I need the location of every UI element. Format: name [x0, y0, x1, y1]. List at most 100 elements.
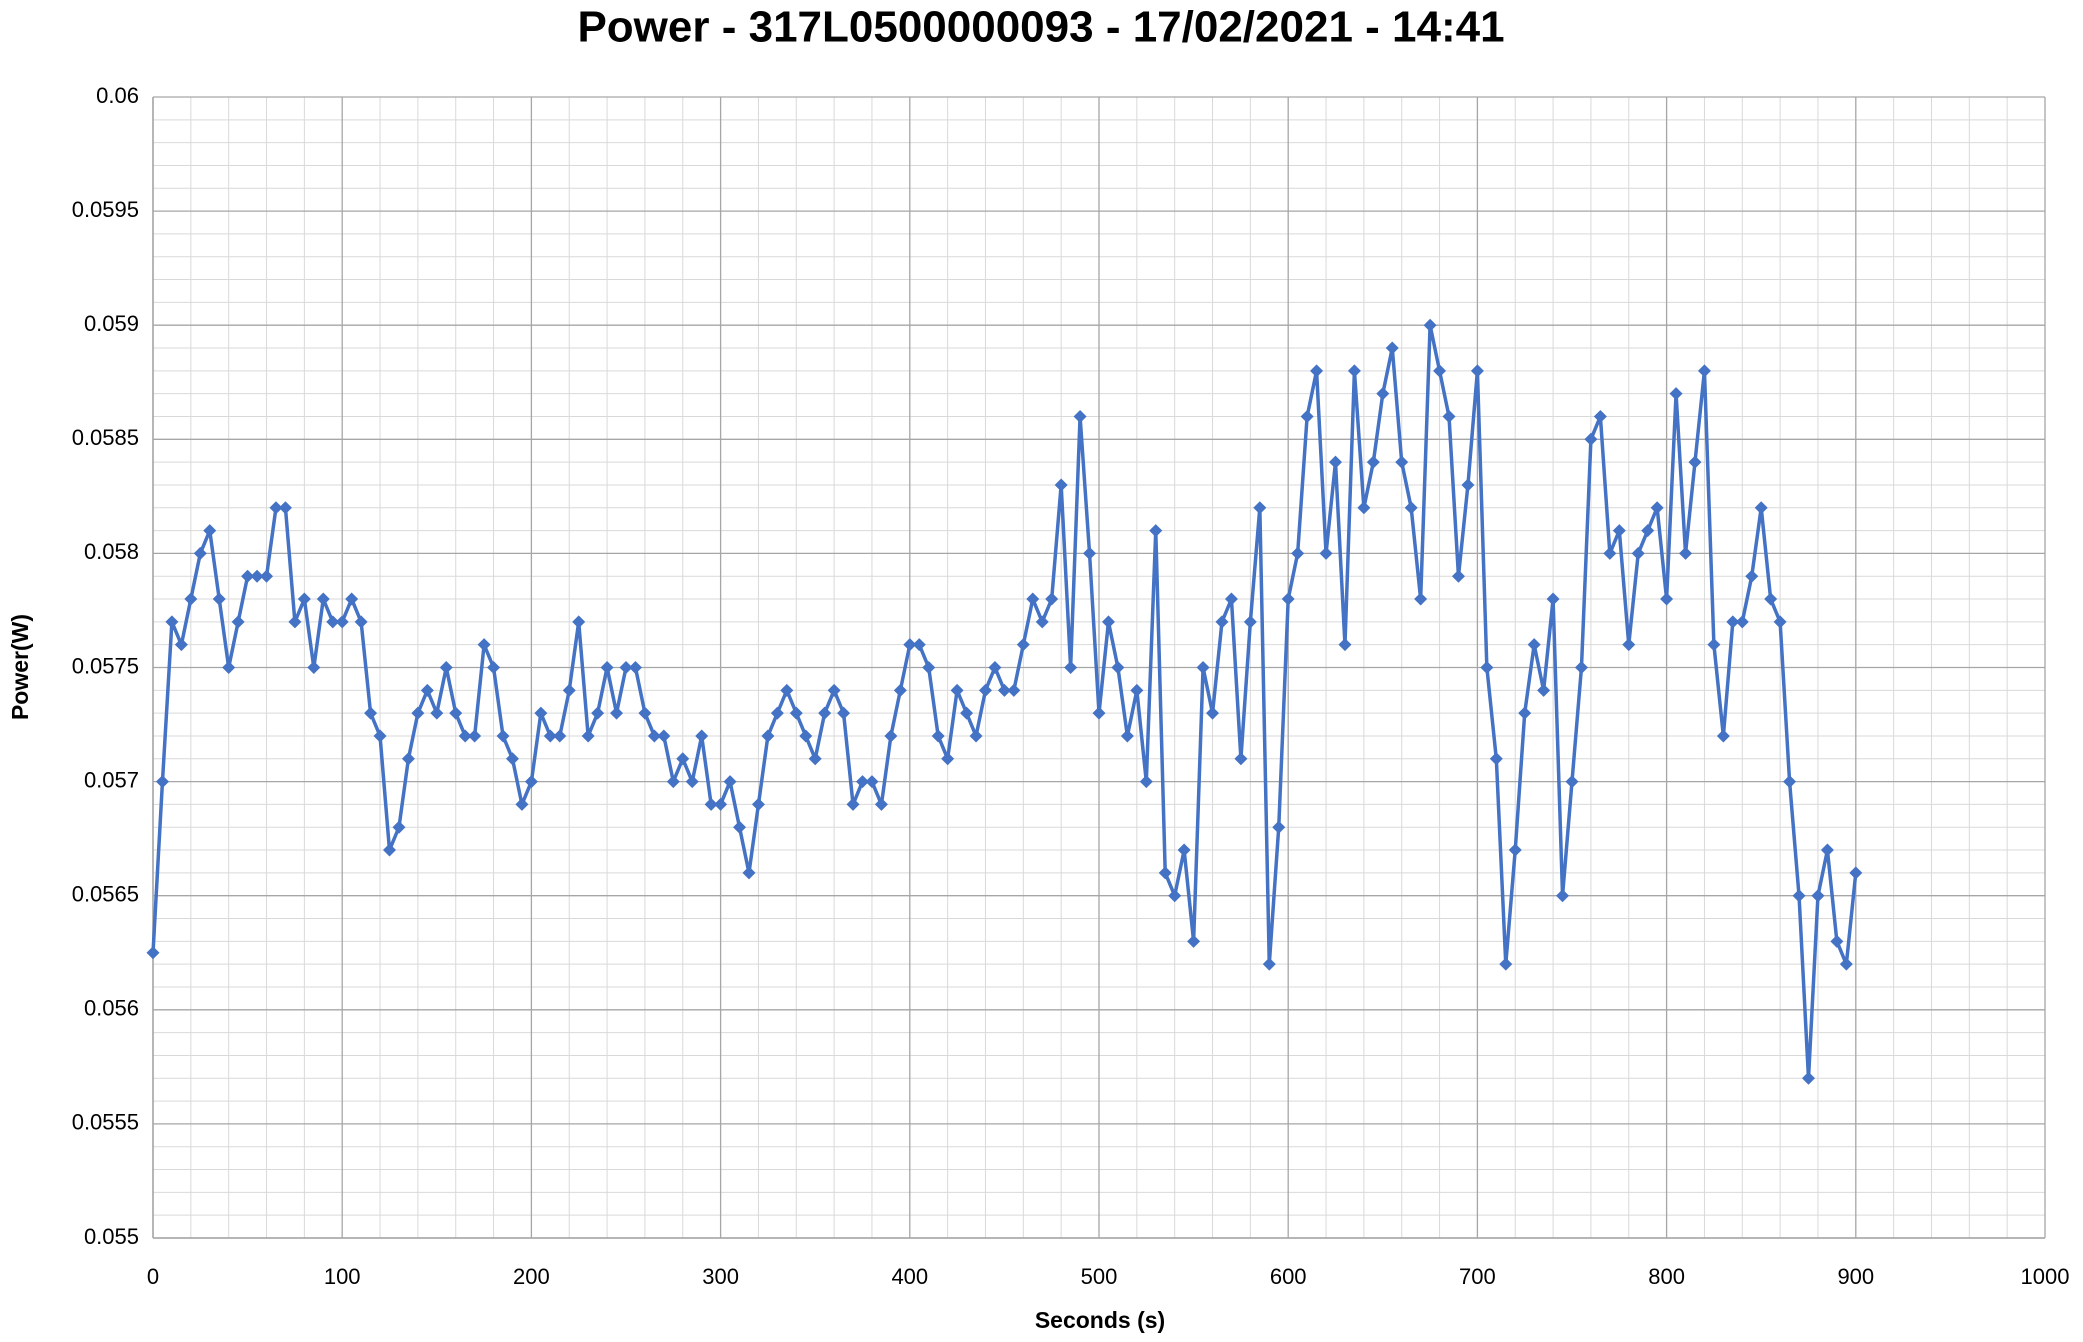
data-point: [1414, 592, 1428, 606]
data-point: [468, 729, 482, 743]
data-point: [1792, 889, 1806, 903]
data-point: [231, 615, 245, 629]
data-point: [837, 706, 851, 720]
data-point: [326, 615, 340, 629]
data-point: [1754, 501, 1768, 515]
data-point: [524, 775, 538, 789]
data-point: [1347, 364, 1361, 378]
data-point: [1603, 546, 1617, 560]
data-point: [1622, 638, 1636, 652]
data-point: [657, 729, 671, 743]
data-point: [1641, 524, 1655, 538]
data-point: [1679, 546, 1693, 560]
data-point: [155, 775, 169, 789]
data-point: [1849, 866, 1863, 880]
data-point: [1442, 409, 1456, 423]
data-point: [1593, 409, 1607, 423]
data-point: [1045, 592, 1059, 606]
data-point: [978, 683, 992, 697]
data-point: [770, 706, 784, 720]
y-tick-label: 0.0555: [72, 1110, 139, 1135]
data-point: [1423, 318, 1437, 332]
data-point: [1149, 524, 1163, 538]
data-point: [1300, 409, 1314, 423]
data-point: [997, 683, 1011, 697]
data-point: [903, 638, 917, 652]
data-point: [1329, 455, 1342, 469]
data-point: [1480, 661, 1494, 674]
data-point: [553, 729, 567, 743]
y-axis-label: Power(W): [7, 614, 33, 720]
data-point: [1669, 387, 1683, 401]
data-point: [1234, 752, 1248, 766]
data-point: [1215, 615, 1229, 629]
x-tick-label: 100: [324, 1264, 361, 1289]
x-tick-label: 1000: [2021, 1264, 2070, 1289]
data-point: [1574, 661, 1588, 674]
data-point: [250, 569, 264, 583]
data-point: [1811, 889, 1825, 903]
data-point: [1461, 478, 1475, 492]
data-point: [562, 683, 576, 697]
data-point: [1489, 752, 1503, 766]
data-point: [203, 524, 217, 538]
data-point: [1064, 661, 1078, 674]
data-point: [1726, 615, 1740, 629]
data-point: [420, 683, 434, 697]
data-point: [1556, 889, 1570, 903]
data-point: [1650, 501, 1664, 515]
data-point: [742, 866, 756, 880]
data-point: [1820, 843, 1834, 857]
y-tick-label: 0.0575: [72, 653, 139, 678]
data-point: [1035, 615, 1049, 629]
data-point: [241, 569, 255, 583]
data-point: [922, 661, 936, 674]
data-point: [184, 592, 198, 606]
y-tick-label: 0.055: [84, 1224, 139, 1249]
data-point: [1395, 455, 1409, 469]
data-point: [392, 820, 406, 834]
y-tick-label: 0.058: [84, 539, 139, 564]
x-axis-label: Seconds (s): [1035, 1307, 1165, 1333]
data-point: [1470, 364, 1484, 378]
chart-title: Power - 317L0500000093 - 17/02/2021 - 14…: [577, 3, 1504, 52]
data-point: [316, 592, 330, 606]
data-point: [1707, 638, 1721, 652]
y-tick-label: 0.059: [84, 311, 139, 336]
data-point: [1830, 934, 1844, 948]
data-point: [1187, 934, 1201, 948]
data-point: [383, 843, 396, 857]
data-point: [1206, 706, 1220, 720]
data-point: [1716, 729, 1730, 743]
data-point: [411, 706, 425, 720]
y-tick-label: 0.0565: [72, 882, 139, 907]
data-point: [1224, 592, 1238, 606]
data-point: [1546, 592, 1560, 606]
data-point: [1451, 569, 1465, 583]
data-point: [401, 752, 415, 766]
x-tick-label: 200: [513, 1264, 550, 1289]
data-point: [723, 775, 737, 789]
y-tick-label: 0.0595: [72, 197, 139, 222]
data-point: [288, 615, 302, 629]
data-point: [496, 729, 510, 743]
data-point: [960, 706, 974, 720]
data-point: [808, 752, 822, 766]
data-point: [1291, 546, 1305, 560]
data-point: [1130, 683, 1144, 697]
data-point: [193, 546, 207, 560]
data-point: [430, 706, 444, 720]
data-point: [373, 729, 387, 743]
data-point: [1565, 775, 1579, 789]
data-point: [1839, 957, 1853, 971]
data-point: [487, 661, 501, 674]
data-point: [1745, 569, 1759, 583]
data-point: [515, 797, 529, 811]
data-point: [278, 501, 292, 515]
x-tick-label: 0: [147, 1264, 159, 1289]
y-tick-label: 0.057: [84, 767, 139, 792]
data-point: [1499, 957, 1513, 971]
data-point: [1404, 501, 1418, 515]
